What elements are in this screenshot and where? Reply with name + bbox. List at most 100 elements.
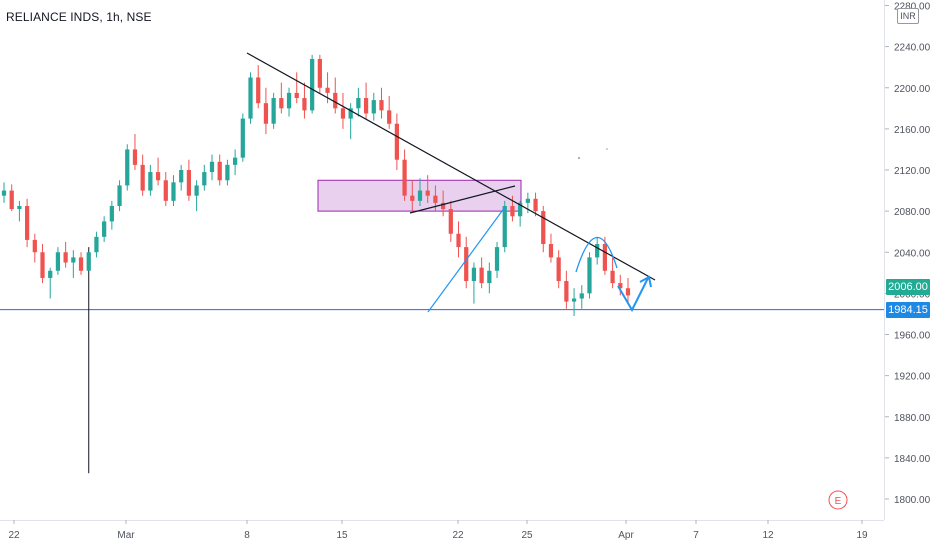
candle xyxy=(302,82,307,119)
candle xyxy=(263,87,269,135)
head-arc xyxy=(575,236,618,273)
candle-body xyxy=(440,202,446,210)
candle-body xyxy=(240,118,245,158)
candle-body xyxy=(448,209,453,234)
candle xyxy=(32,233,37,263)
candle xyxy=(225,159,230,186)
candle xyxy=(625,277,631,304)
candle-body xyxy=(464,247,469,282)
candle xyxy=(494,241,500,278)
candle xyxy=(202,164,207,191)
candle-body xyxy=(618,283,623,289)
candle xyxy=(479,257,484,289)
time-tick-label: 25 xyxy=(521,530,533,541)
candle-body xyxy=(541,211,546,245)
candle-body xyxy=(9,190,14,210)
candle-body xyxy=(78,257,84,271)
candle-body xyxy=(348,108,353,119)
time-tick-label: Mar xyxy=(117,530,135,541)
earnings-marker[interactable]: E xyxy=(828,490,848,510)
candle-body xyxy=(117,185,122,206)
candle-body xyxy=(279,98,284,109)
candle xyxy=(48,267,53,299)
candle xyxy=(140,154,145,196)
candle xyxy=(125,144,130,191)
price-tick-label: 1880.00 xyxy=(894,413,931,424)
candle-body xyxy=(602,244,608,271)
candle xyxy=(9,184,14,212)
stray-dot xyxy=(606,148,608,150)
candle-body xyxy=(564,281,569,302)
candle xyxy=(240,113,245,162)
earnings-circle xyxy=(828,490,848,510)
price-tick-label: 2080.00 xyxy=(894,207,931,218)
drawings-background xyxy=(0,179,884,311)
candle xyxy=(602,236,608,275)
candle-body xyxy=(109,205,114,222)
candle-body xyxy=(17,205,22,210)
candle xyxy=(317,54,322,93)
candle xyxy=(102,216,107,242)
symbol-title: RELIANCE INDS, 1h, NSE xyxy=(6,10,152,24)
candle-body xyxy=(40,252,45,278)
candle-body xyxy=(356,98,361,109)
candle-body xyxy=(379,100,384,111)
candle xyxy=(109,200,114,230)
candle-body xyxy=(125,149,130,186)
candle-body xyxy=(502,205,507,248)
candle xyxy=(1,182,7,203)
candle xyxy=(333,77,338,114)
candle-body xyxy=(102,221,107,237)
price-tick-label: 1800.00 xyxy=(894,495,931,506)
candle xyxy=(55,247,61,275)
candle xyxy=(348,103,353,140)
candle xyxy=(340,92,346,129)
candle xyxy=(294,72,299,104)
candle-body xyxy=(71,257,76,263)
time-tick-label: 22 xyxy=(8,530,20,541)
price-axis[interactable]: 2280.00 2240.00 2200.00 2160.00 2120.00 2080.… xyxy=(884,0,931,520)
candle-body xyxy=(55,252,61,271)
candle-body xyxy=(587,257,592,294)
candle xyxy=(86,247,91,474)
rising-support-line xyxy=(427,206,506,313)
candle-body xyxy=(610,270,615,284)
candle xyxy=(186,159,192,201)
candle-body xyxy=(471,267,477,282)
candle xyxy=(456,221,461,258)
candle-body xyxy=(94,236,99,253)
candle xyxy=(24,198,30,248)
candle xyxy=(194,180,199,212)
candle xyxy=(464,236,469,289)
time-axis[interactable]: 22 Mar 8 15 22 25 Apr 7 12 19 xyxy=(0,520,884,541)
candle-body xyxy=(209,161,215,173)
candle xyxy=(510,195,515,222)
candle xyxy=(179,164,184,191)
candle xyxy=(595,236,600,265)
candle xyxy=(310,54,315,114)
candle-body xyxy=(571,298,577,302)
candle xyxy=(132,134,138,170)
candle xyxy=(279,82,284,114)
candle xyxy=(587,252,592,299)
candle-body xyxy=(294,92,299,99)
price-tick-label: 2160.00 xyxy=(894,125,931,136)
candle-body xyxy=(387,110,392,124)
candle-body xyxy=(548,244,554,258)
candle xyxy=(402,149,407,201)
candle xyxy=(610,257,615,289)
currency-button[interactable]: INR xyxy=(897,8,919,24)
candle-body xyxy=(456,233,461,248)
price-tick-label: 2120.00 xyxy=(894,166,931,177)
candle-body xyxy=(24,205,30,240)
candle-body xyxy=(194,185,199,196)
candle-body xyxy=(179,170,184,183)
candle xyxy=(394,113,400,170)
candle-body xyxy=(132,149,138,165)
candle-body xyxy=(556,257,561,282)
candle xyxy=(541,205,546,253)
candle xyxy=(425,175,430,203)
time-tick-label: 8 xyxy=(244,530,250,541)
